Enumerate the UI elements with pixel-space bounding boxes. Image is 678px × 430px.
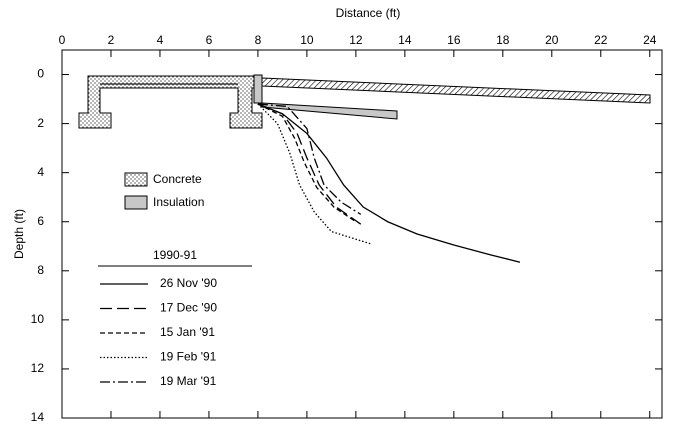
y-tick-label: 12 — [31, 361, 45, 375]
foundation — [78, 75, 263, 129]
x-axis-title: Distance (ft) — [336, 6, 401, 20]
y-axis-title: Depth (ft) — [12, 209, 26, 259]
x-tick-label: 2 — [108, 33, 115, 47]
x-tick-label: 16 — [447, 33, 461, 47]
legend-label: Insulation — [153, 195, 204, 209]
legend-label: 15 Jan '91 — [160, 325, 215, 339]
x-tick-label: 10 — [300, 33, 314, 47]
plot-frame — [61, 49, 663, 419]
vertical-insulation — [253, 74, 263, 104]
legend-label: 19 Feb '91 — [160, 350, 217, 364]
x-tick-label: 6 — [206, 33, 213, 47]
series-line — [257, 103, 357, 223]
legend-title: 1990-91 — [153, 248, 197, 262]
y-tick-label: 10 — [31, 312, 45, 326]
y-tick-label: 8 — [37, 263, 44, 277]
x-tick-label: 4 — [157, 33, 164, 47]
y-tick-label: 0 — [37, 67, 44, 81]
x-tick-label: 20 — [545, 33, 559, 47]
legend-label: 26 Nov '90 — [160, 276, 217, 290]
structure — [78, 74, 651, 210]
ground-surface — [261, 77, 651, 104]
x-tick-label: 22 — [594, 33, 608, 47]
concrete-swatch — [124, 172, 148, 187]
series-line — [257, 103, 362, 225]
y-tick-label: 6 — [37, 214, 44, 228]
series-line — [257, 103, 362, 215]
x-tick-label: 0 — [59, 33, 66, 47]
x-tick-label: 18 — [496, 33, 510, 47]
y-tick-label: 4 — [37, 165, 44, 179]
x-tick-label: 8 — [255, 33, 262, 47]
insulation-swatch — [124, 195, 148, 210]
legend-label: 17 Dec '90 — [160, 301, 217, 315]
legend-label: Concrete — [153, 172, 202, 186]
legend-label: 19 Mar '91 — [160, 374, 217, 388]
series-line — [257, 103, 521, 263]
y-tick-label: 14 — [31, 410, 45, 424]
x-tick-label: 12 — [349, 33, 363, 47]
x-tick-label: 14 — [398, 33, 412, 47]
x-tick-label: 24 — [643, 33, 657, 47]
y-tick-label: 2 — [37, 116, 44, 130]
